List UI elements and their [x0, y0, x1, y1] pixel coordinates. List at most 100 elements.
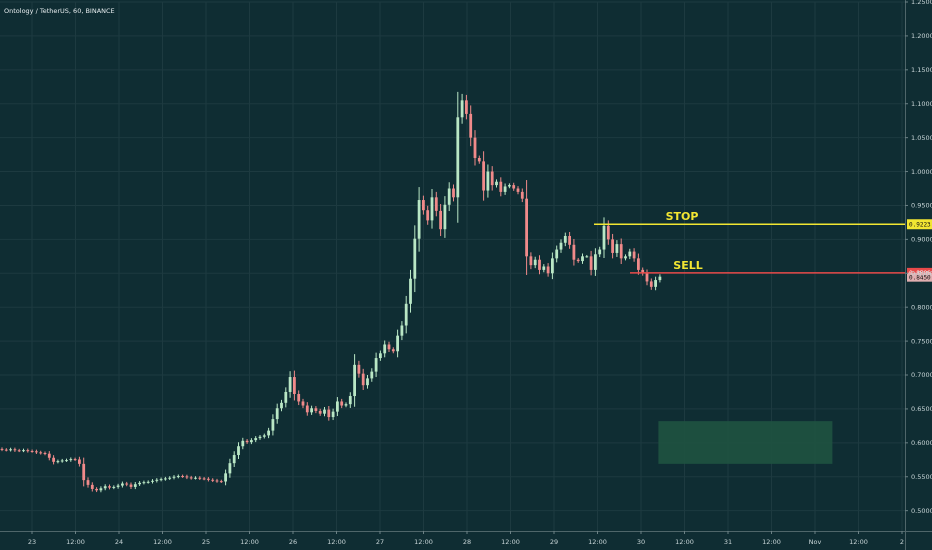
candle-body: [563, 235, 567, 243]
candle-body: [78, 459, 81, 464]
candle-body: [512, 185, 516, 189]
candle-body: [254, 438, 258, 441]
time-tick-label: Nov: [809, 538, 822, 546]
candle-body: [490, 171, 494, 186]
time-tick-label: 12:00: [675, 538, 694, 546]
price-tick-label: 1.1500: [911, 66, 932, 74]
candle-body: [353, 364, 356, 397]
candle-body: [542, 266, 546, 270]
candle-body: [228, 463, 232, 474]
candle-body: [336, 401, 339, 412]
candle-body: [619, 244, 623, 259]
time-tick-label: 12:00: [588, 538, 607, 546]
candle-body: [280, 402, 283, 409]
candle-body: [318, 410, 322, 414]
candle-body: [559, 242, 563, 250]
candle-body: [572, 244, 576, 260]
price-tick-label: 1.1000: [911, 100, 932, 108]
candle-body: [426, 210, 430, 221]
price-tick-label: 1.2000: [911, 32, 932, 40]
grid: [0, 1, 905, 531]
candle-body: [164, 478, 167, 480]
candle-body: [357, 364, 361, 374]
candle-body: [641, 269, 645, 274]
price-tick-label: 0.9500: [911, 202, 932, 210]
candle-body: [99, 488, 103, 491]
candle-body: [473, 137, 477, 158]
candle-body: [538, 259, 541, 270]
candle-body: [293, 377, 296, 395]
time-tick-label: 31: [724, 538, 732, 546]
candle-body: [69, 459, 73, 461]
candle-body: [374, 358, 378, 372]
time-tick-label: 12:00: [414, 538, 433, 546]
candle-body: [611, 239, 614, 253]
time-tick-label: 29: [550, 538, 558, 546]
price-tick-label: 0.6500: [911, 405, 932, 413]
candle-body: [146, 481, 150, 483]
candle-body: [215, 480, 219, 482]
candle-body: [520, 191, 524, 199]
candle-body: [637, 258, 640, 270]
candle-body: [551, 258, 554, 274]
candle-body: [594, 254, 597, 270]
time-tick-label: 12:00: [66, 538, 85, 546]
candle-body: [211, 479, 215, 481]
candle-body: [224, 473, 227, 482]
time-tick-label: 12:00: [762, 538, 781, 546]
price-axis[interactable]: 0.5000 0.5500 0.6000 0.6500 0.7000 0.7500 0.80…: [905, 0, 932, 550]
candle-body: [185, 476, 189, 478]
candle-body: [589, 256, 593, 270]
time-tick-label: 30: [637, 538, 645, 546]
candle-body: [533, 259, 537, 266]
candle-body: [82, 463, 86, 481]
candle-body: [391, 349, 395, 352]
candle-body: [73, 459, 77, 461]
candle-body: [383, 344, 387, 354]
candle-body: [400, 325, 404, 336]
price-tick-label: 0.6000: [911, 439, 932, 447]
candle-body: [645, 273, 649, 282]
price-tick-label: 0.5500: [911, 473, 932, 481]
candle-body: [439, 210, 442, 230]
candle-body: [555, 249, 559, 259]
price-tick-label: 0.5000: [911, 507, 932, 515]
candle-body: [142, 482, 146, 484]
time-tick-label: 12:00: [240, 538, 259, 546]
time-axis[interactable]: 23 12:00 24 12:00 25 12:00 26 12:00 27 12:00 28 12:…: [0, 531, 932, 546]
candle-body: [4, 449, 8, 451]
candle-body: [103, 486, 107, 489]
candle-body: [413, 238, 417, 279]
candle-body: [624, 256, 627, 259]
current-price-text: 0.8450: [909, 274, 931, 281]
candle-body: [417, 200, 421, 239]
time-tick-label: 25: [202, 538, 210, 546]
candle-body: [13, 449, 17, 451]
price-tick-label: 0.7500: [911, 337, 932, 345]
candle-body: [460, 100, 464, 118]
candle-body: [288, 377, 292, 392]
target-zone-layer: [658, 421, 833, 464]
candle-body: [305, 405, 309, 413]
time-tick-label: 24: [115, 538, 123, 546]
candle-body: [331, 411, 335, 418]
candle-body: [22, 450, 25, 452]
candle-body: [499, 181, 503, 192]
candle-body: [129, 484, 133, 487]
candle-body: [112, 486, 116, 488]
time-tick-label: 27: [376, 538, 384, 546]
candle-body: [546, 266, 550, 274]
candle-body: [207, 478, 210, 480]
candle-body: [525, 198, 528, 257]
candle-body: [271, 419, 275, 431]
level-price-text: 0.9223: [909, 221, 931, 228]
price-tick-label: 0.8500: [911, 269, 932, 277]
candles: [0, 91, 662, 493]
candle-body: [258, 436, 262, 439]
candle-body: [430, 197, 434, 221]
candle-body: [0, 448, 4, 450]
target-zone: [658, 421, 833, 464]
candle-body: [379, 353, 382, 359]
